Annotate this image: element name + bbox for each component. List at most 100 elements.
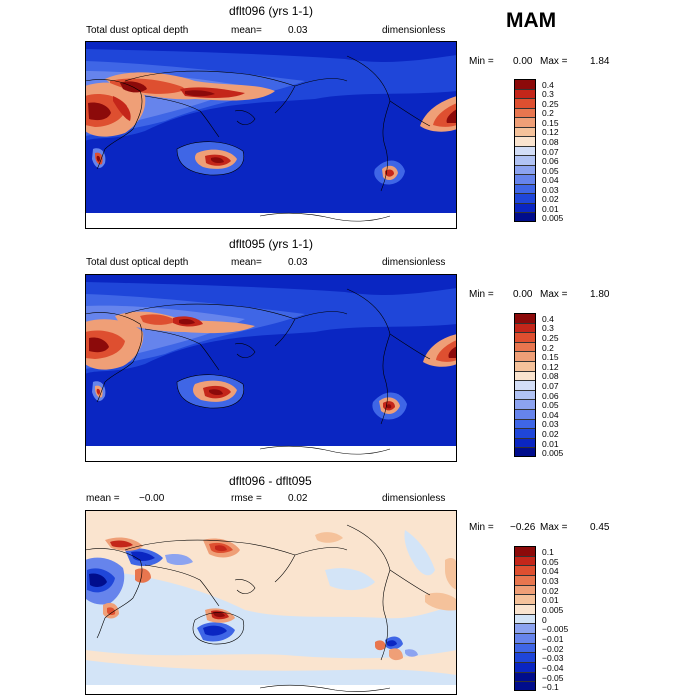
colorbar-tick-label: 0 xyxy=(542,614,547,625)
colorbar-tick-label: 0.04 xyxy=(542,566,559,577)
panel-2-max-label: Max = xyxy=(540,289,568,300)
colorbar-tick-label: −0.005 xyxy=(542,624,569,635)
panel-2-mean-value: 0.03 xyxy=(288,257,308,268)
colorbar-swatch xyxy=(514,380,536,391)
colorbar-tick-label: 0.02 xyxy=(542,585,559,596)
panel-3-units: dimensionless xyxy=(382,493,446,504)
colorbar-swatch xyxy=(514,370,536,381)
colorbar-tick-label: −0.03 xyxy=(542,653,564,664)
colorbar-tick-label: 0.3 xyxy=(542,323,554,334)
colorbar-tick-label: 0.25 xyxy=(542,333,559,343)
panel-3-colorbar: 0.1 0.05 0.04 0.03 0.02 0.01 0.005 0 −0.005 −0.01… xyxy=(514,546,568,692)
panel-3-rmse-value: 0.02 xyxy=(288,493,308,504)
colorbar-outline xyxy=(514,546,536,691)
colorbar-tick-label: 0.25 xyxy=(542,98,559,109)
colorbar-tick-label: 0.01 xyxy=(542,595,559,606)
colorbar-swatch xyxy=(514,662,536,673)
colorbar-swatch xyxy=(514,633,536,644)
colorbar-tick-label: 0.05 xyxy=(542,165,559,176)
panel-1-mean-label: mean= xyxy=(231,25,262,36)
panel-1-mean-value: 0.03 xyxy=(288,25,308,36)
colorbar-swatch xyxy=(514,183,536,194)
colorbar-tick-label: 0.02 xyxy=(542,194,559,205)
colorbar-tick-label: −0.04 xyxy=(542,662,564,673)
colorbar-swatch xyxy=(514,164,536,175)
panel-3-min-value: −0.26 xyxy=(510,522,536,533)
colorbar-swatch xyxy=(514,136,536,147)
season-label: MAM xyxy=(506,9,557,32)
colorbar-swatch xyxy=(514,555,536,566)
colorbar-tick-label: 0.03 xyxy=(542,575,559,586)
panel-2-variable-label: Total dust optical depth xyxy=(86,257,189,268)
colorbar-tick-label: 0.2 xyxy=(542,342,554,353)
colorbar-swatch xyxy=(514,126,536,137)
panel-1-max-value: 1.84 xyxy=(590,56,610,67)
colorbar-tick-label: 0.4 xyxy=(542,313,554,324)
colorbar-swatch xyxy=(514,613,536,624)
colorbar-tick-label: 0.01 xyxy=(542,203,559,214)
colorbar-tick-label: 0.08 xyxy=(542,371,559,382)
panel-3-rmse-label: rmse = xyxy=(231,493,262,504)
colorbar-swatch xyxy=(514,155,536,166)
colorbar-swatch xyxy=(514,107,536,118)
colorbar-tick-label: 0.03 xyxy=(542,184,559,195)
colorbar-tick-label: −0.1 xyxy=(542,682,559,693)
colorbar-tick-label: 0.08 xyxy=(542,136,559,147)
colorbar-tick-label: 0.01 xyxy=(542,438,559,449)
colorbar-tick-label: 0.05 xyxy=(542,400,559,411)
panel-3-mean-label: mean = xyxy=(86,493,120,504)
panel-1-max-label: Max = xyxy=(540,56,568,67)
panel-3-min-label: Min = xyxy=(469,522,494,533)
colorbar-swatch xyxy=(514,604,536,615)
panel-3-coastlines xyxy=(85,524,431,692)
colorbar-swatch xyxy=(514,145,536,156)
colorbar-tick-label: 0.15 xyxy=(542,117,559,128)
colorbar-swatch xyxy=(514,88,536,99)
panel-1-min-value: 0.00 xyxy=(513,56,533,67)
panel-1-title: dflt096 (yrs 1-1) xyxy=(229,4,314,18)
panel-3-title: dflt096 - dflt095 xyxy=(229,474,312,488)
colorbar-tick-label: 0.05 xyxy=(542,556,559,567)
colorbar-swatch xyxy=(514,418,536,429)
panel-3-max-label: Max = xyxy=(540,522,568,533)
panel-1-units: dimensionless xyxy=(382,25,446,36)
panel-2-min-label: Min = xyxy=(469,289,494,300)
colorbar-tick-label: 0.03 xyxy=(542,419,559,430)
colorbar-swatch xyxy=(514,399,536,410)
colorbar-swatch xyxy=(514,447,536,458)
colorbar-swatch xyxy=(514,202,536,213)
panel-2-min-value: 0.00 xyxy=(513,289,533,300)
colorbar-swatch xyxy=(514,322,536,333)
panel-2-coastlines xyxy=(85,288,431,455)
panel-1-min-label: Min = xyxy=(469,56,494,67)
colorbar-swatch xyxy=(514,98,536,109)
colorbar-tick-label: −0.02 xyxy=(542,643,564,654)
colorbar-outline xyxy=(514,79,536,222)
panel-1-variable-label: Total dust optical depth xyxy=(86,25,189,36)
colorbar-tick-label: 0.02 xyxy=(542,429,559,439)
panel-2-max-value: 1.80 xyxy=(590,289,610,300)
colorbar-tick-label: 0.005 xyxy=(542,604,564,615)
colorbar-swatch xyxy=(514,565,536,576)
colorbar-swatch xyxy=(514,681,536,692)
panel-2-colorbar: 0.4 0.3 0.25 0.2 0.15 0.12 0.08 0.07 0.06 0.05 0.0… xyxy=(514,313,563,458)
colorbar-swatch xyxy=(514,642,536,653)
colorbar-swatch xyxy=(514,652,536,663)
panel-2-title: dflt095 (yrs 1-1) xyxy=(229,237,314,251)
colorbar-tick-label: 0.04 xyxy=(542,175,559,186)
colorbar-swatch xyxy=(514,174,536,185)
panel-2-map xyxy=(85,274,457,462)
colorbar-tick-label: 0.06 xyxy=(542,156,559,167)
colorbar-tick-label: 0.04 xyxy=(542,409,559,420)
colorbar-swatch xyxy=(514,361,536,372)
colorbar-swatch xyxy=(514,212,536,223)
colorbar-swatch xyxy=(514,671,536,682)
colorbar-tick-label: −0.05 xyxy=(542,672,564,683)
colorbar-swatch xyxy=(514,428,536,439)
colorbar-tick-label: 0.4 xyxy=(542,79,554,90)
panel-2-mean-label: mean= xyxy=(231,257,262,268)
colorbar-tick-label: 0.005 xyxy=(542,213,564,224)
colorbar-swatch xyxy=(514,409,536,420)
colorbar-tick-label: 0.12 xyxy=(542,127,559,138)
colorbar-swatch xyxy=(514,389,536,400)
